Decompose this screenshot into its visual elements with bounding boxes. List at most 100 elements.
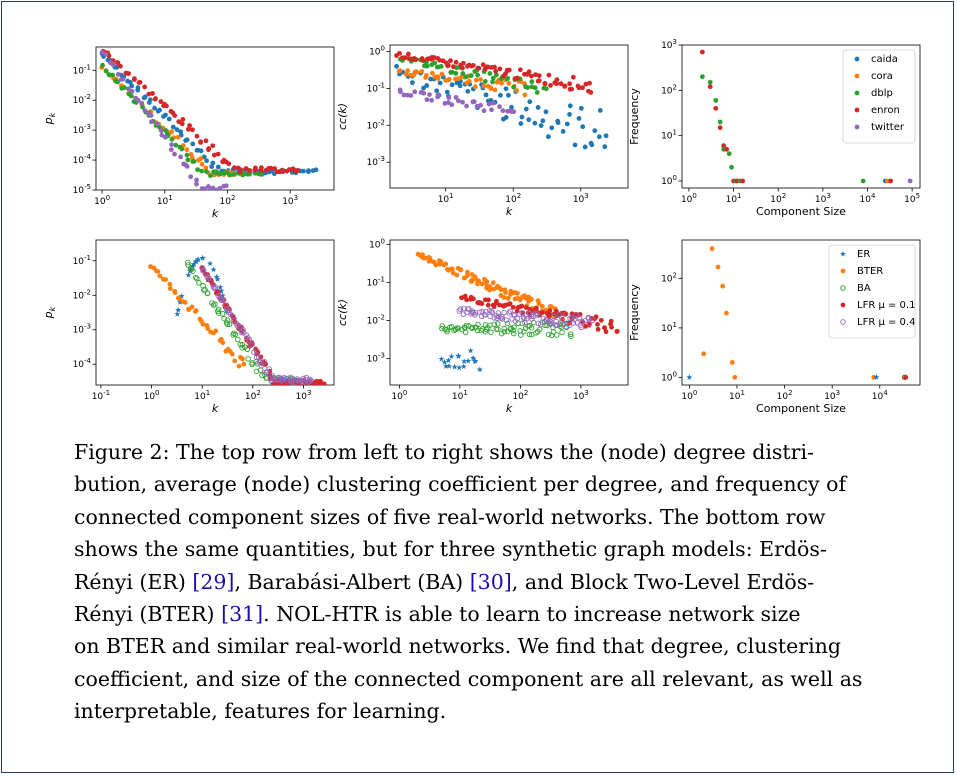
point-twitter	[427, 92, 432, 97]
legend-marker-caida	[854, 56, 860, 62]
tick-label: 102	[661, 271, 677, 284]
point-twitter	[149, 119, 154, 125]
point-BA	[475, 321, 481, 328]
point-LFR4	[212, 284, 219, 291]
point-enron	[126, 71, 131, 77]
point-LFR1	[598, 317, 604, 323]
point-BTER	[729, 360, 735, 365]
tick-label: 102	[505, 192, 521, 205]
point-caida	[409, 80, 415, 86]
legend-marker-twitter	[854, 124, 860, 130]
tick-label: 102	[245, 389, 261, 402]
point-BTER	[200, 321, 206, 327]
point-BA	[518, 332, 524, 338]
chart-top-clustering: k cc(k)	[336, 44, 629, 218]
point-BTER	[205, 326, 211, 331]
point-enron	[588, 90, 594, 95]
citation-link[interactable]: [29]	[192, 569, 235, 594]
point-enron	[558, 81, 564, 87]
point-cora	[492, 87, 498, 93]
point-BTER	[514, 290, 520, 296]
citation-link[interactable]: [30]	[469, 569, 512, 594]
point-BA	[192, 274, 199, 281]
point-LFR1	[595, 326, 601, 332]
point-enron	[492, 64, 497, 70]
point-dblp	[713, 97, 719, 103]
point-cora	[514, 88, 520, 93]
point-dblp	[121, 85, 127, 91]
point-cora	[435, 76, 441, 81]
point-BA	[568, 333, 574, 340]
tick-label: 10-1	[92, 389, 110, 402]
point-LFR1	[547, 308, 553, 314]
point-BTER	[422, 255, 428, 261]
point-LFR4	[261, 359, 268, 365]
legend-label: LFR μ = 0.1	[857, 300, 915, 311]
point-enron	[206, 146, 212, 151]
point-BTER	[476, 278, 482, 284]
point-LFR4	[258, 362, 265, 369]
point-caida	[394, 63, 399, 69]
point-ER	[472, 358, 479, 365]
point-LFR4	[281, 374, 287, 381]
point-twitter	[412, 89, 418, 95]
point-caida	[129, 83, 135, 89]
point-caida	[576, 116, 582, 121]
point-twitter	[188, 174, 194, 180]
point-cora	[439, 71, 445, 77]
tick-label: 10-1	[73, 254, 91, 267]
point-BTER	[236, 363, 242, 369]
point-LFR1	[540, 310, 545, 315]
point-enron	[470, 62, 476, 68]
tick-label: 103	[296, 389, 312, 402]
point-ER	[448, 353, 455, 360]
point-caida	[582, 144, 588, 150]
point-caida	[603, 133, 609, 139]
point-BA	[439, 323, 445, 329]
point-LFR4	[573, 311, 579, 318]
point-BA	[204, 290, 211, 297]
point-caida	[190, 141, 196, 147]
point-cora	[189, 155, 195, 161]
point-enron	[253, 165, 258, 171]
point-twitter	[103, 52, 109, 57]
point-caida	[198, 148, 204, 154]
point-LFR4	[554, 322, 561, 329]
point-LFR4	[499, 316, 506, 322]
point-BA	[504, 320, 511, 327]
point-enron	[232, 165, 237, 171]
point-twitter	[453, 94, 459, 100]
tick-label: 102	[512, 389, 528, 402]
point-dblp	[106, 72, 112, 77]
chart-top-components: Component Size Frequency caida cora dblp enro…	[628, 44, 921, 218]
citation-link[interactable]: [31]	[221, 602, 264, 627]
caption-line: Rényi (BTER) [31]. NOL-HTR is able to le…	[74, 598, 909, 630]
point-twitter	[408, 93, 414, 98]
point-dblp	[231, 172, 237, 177]
point-BTER	[484, 279, 490, 284]
point-BA	[474, 327, 481, 334]
point-caida	[209, 164, 215, 170]
legend-label: twitter	[871, 122, 905, 133]
point-ER	[465, 357, 472, 364]
caption-line: Rényi (ER) [29], Barabási-Albert (BA) [3…	[74, 566, 909, 598]
point-caida	[578, 105, 584, 111]
point-BTER	[172, 290, 178, 296]
point-twitter	[120, 76, 126, 82]
point-caida	[555, 118, 561, 124]
point-BA	[447, 324, 453, 331]
point-dblp	[163, 128, 168, 133]
point-dblp	[240, 172, 246, 178]
point-enron	[180, 116, 186, 122]
point-caida	[540, 118, 546, 124]
point-LFR1	[485, 302, 491, 308]
point-twitter	[217, 185, 223, 190]
point-twitter	[486, 101, 492, 107]
point-enron	[420, 58, 426, 63]
point-cora	[198, 156, 204, 161]
point-BA	[452, 326, 459, 333]
tick-label: 10-1	[367, 81, 385, 94]
point-BA	[463, 322, 470, 329]
data-points	[394, 50, 609, 150]
tick-label: 100	[391, 389, 407, 402]
